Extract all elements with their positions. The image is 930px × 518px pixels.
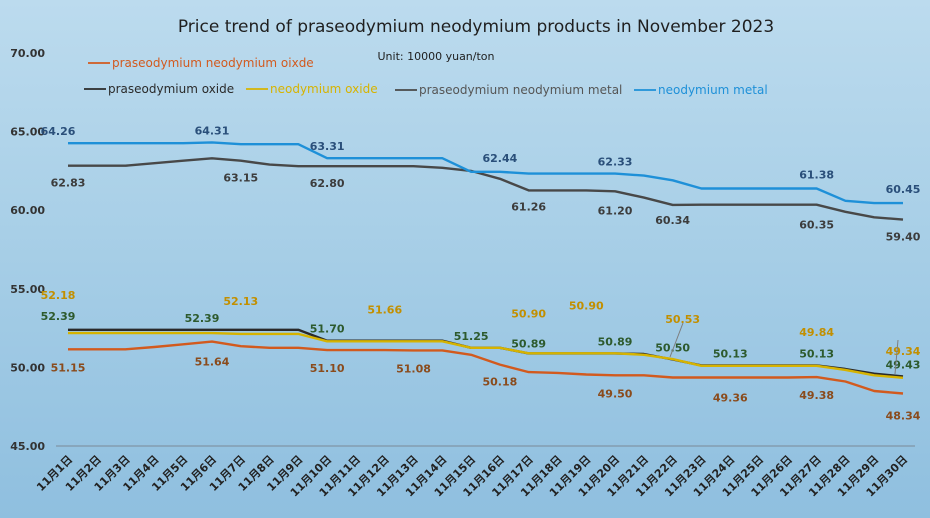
data-label: 62.80 <box>310 177 345 190</box>
series-line-1 <box>68 340 904 395</box>
leader-line <box>669 322 684 358</box>
legend-label: neodymium metal <box>658 83 768 97</box>
data-label: 61.26 <box>511 200 546 213</box>
y-tick-label: 45.00 <box>10 440 45 453</box>
series-layer <box>68 141 904 395</box>
legend-label: praseodymium neodymium metal <box>419 83 622 97</box>
data-label: 61.38 <box>799 169 834 182</box>
data-label: 48.34 <box>886 409 921 422</box>
x-axis: 11月1日11月2日11月3日11月4日11月5日11月6日11月7日11月8日… <box>34 445 915 499</box>
data-label: 62.33 <box>598 156 633 169</box>
data-label: 60.45 <box>886 183 921 196</box>
data-label: 51.66 <box>367 303 402 316</box>
data-label: 63.15 <box>223 172 258 185</box>
data-label: 59.40 <box>886 231 921 244</box>
legend-label: praseodymium neodymium oixde <box>112 56 314 70</box>
data-label: 62.44 <box>482 152 517 165</box>
leader-line <box>894 339 899 375</box>
data-label: 52.39 <box>41 310 76 323</box>
data-label: 50.90 <box>569 299 604 312</box>
y-tick-label: 65.00 <box>10 126 45 139</box>
data-label: 51.25 <box>454 330 489 343</box>
data-label: 49.38 <box>799 389 834 402</box>
data-label: 51.64 <box>195 356 230 369</box>
data-label: 60.34 <box>655 214 690 227</box>
series-line-4 <box>68 157 904 221</box>
legend: praseodymium neodymium oixde praseodymium… <box>84 56 768 97</box>
series-line-3 <box>68 331 904 379</box>
data-label: 51.70 <box>310 323 345 336</box>
data-label: 52.39 <box>185 312 220 325</box>
data-label: 51.08 <box>396 362 431 375</box>
chart-title: Price trend of praseodymium neodymium pr… <box>178 17 774 37</box>
y-tick-label: 55.00 <box>10 283 45 296</box>
data-label: 61.20 <box>598 204 633 217</box>
data-label: 64.26 <box>41 125 76 138</box>
y-tick-label: 60.00 <box>10 204 45 217</box>
data-label: 49.84 <box>799 326 834 339</box>
data-label: 49.50 <box>598 387 633 400</box>
data-label: 50.13 <box>799 347 834 360</box>
y-tick-label: 70.00 <box>10 47 45 60</box>
data-label: 50.18 <box>482 376 517 389</box>
data-label: 52.18 <box>41 289 76 302</box>
data-label: 60.35 <box>799 219 834 232</box>
legend-label: neodymium oxide <box>270 82 378 96</box>
data-label: 49.43 <box>886 358 921 371</box>
data-label: 64.31 <box>195 124 230 137</box>
data-label: 50.53 <box>665 313 700 326</box>
legend-label: praseodymium oxide <box>108 82 234 96</box>
data-label: 63.31 <box>310 140 345 153</box>
data-label: 50.89 <box>598 335 633 348</box>
series-line-5 <box>68 141 903 205</box>
data-label: 62.83 <box>51 177 86 190</box>
data-label: 51.10 <box>310 362 345 375</box>
data-label: 50.89 <box>511 337 546 350</box>
y-axis: 45.00 50.00 55.00 60.00 65.00 70.00 <box>10 47 45 453</box>
data-label: 51.15 <box>51 361 86 374</box>
data-label: 50.90 <box>511 307 546 320</box>
data-label: 50.13 <box>713 347 748 360</box>
data-label: 50.50 <box>655 342 690 355</box>
chart-subtitle: Unit: 10000 yuan/ton <box>378 50 495 63</box>
y-tick-label: 50.00 <box>10 361 45 374</box>
data-labels: 51.15 51.64 51.10 51.08 50.18 49.50 49.36 49.38… <box>41 124 921 422</box>
data-label: 49.34 <box>886 345 921 358</box>
data-label: 52.13 <box>223 295 258 308</box>
data-label: 49.36 <box>713 391 748 404</box>
